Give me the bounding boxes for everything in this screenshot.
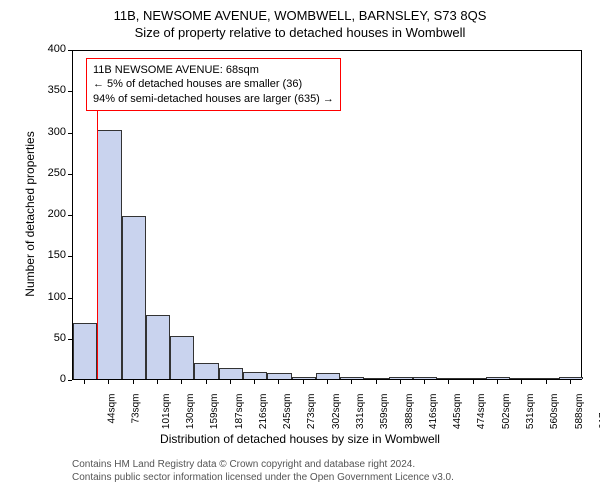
footer-text: Contains HM Land Registry data © Crown c…	[72, 458, 454, 484]
x-tick-label: 331sqm	[355, 394, 366, 430]
histogram-bar	[243, 372, 267, 379]
x-tick	[181, 380, 182, 384]
histogram-bar	[486, 377, 510, 379]
x-tick-label: 388sqm	[404, 394, 415, 430]
x-tick-label: 531sqm	[525, 394, 536, 430]
x-tick-label: 187sqm	[234, 394, 245, 430]
x-tick	[497, 380, 498, 384]
x-tick-label: 273sqm	[307, 394, 318, 430]
chart-container: 11B, NEWSOME AVENUE, WOMBWELL, BARNSLEY,…	[0, 0, 600, 500]
x-tick	[400, 380, 401, 384]
x-tick	[521, 380, 522, 384]
y-tick-label: 300	[36, 126, 66, 138]
footer-line: Contains public sector information licen…	[72, 471, 454, 484]
annotation-box: 11B NEWSOME AVENUE: 68sqm ← 5% of detach…	[86, 58, 341, 111]
histogram-bar	[73, 323, 97, 379]
x-tick	[206, 380, 207, 384]
y-tick	[68, 298, 72, 299]
x-tick	[108, 380, 109, 384]
histogram-bar	[437, 378, 461, 379]
x-tick-label: 416sqm	[428, 394, 439, 430]
histogram-bar	[389, 377, 413, 379]
x-tick-label: 159sqm	[209, 394, 220, 430]
x-tick	[327, 380, 328, 384]
x-tick-label: 44sqm	[107, 394, 118, 424]
x-tick	[230, 380, 231, 384]
x-tick-label: 245sqm	[282, 394, 293, 430]
x-tick	[278, 380, 279, 384]
histogram-bar	[267, 373, 291, 379]
histogram-bar	[219, 368, 243, 379]
y-tick	[68, 133, 72, 134]
histogram-bar	[194, 363, 218, 380]
x-tick	[133, 380, 134, 384]
x-tick	[303, 380, 304, 384]
x-tick-label: 474sqm	[477, 394, 488, 430]
x-tick-label: 130sqm	[185, 394, 196, 430]
page-title: 11B, NEWSOME AVENUE, WOMBWELL, BARNSLEY,…	[0, 0, 600, 23]
x-tick-label: 101sqm	[161, 394, 172, 430]
marker-line	[97, 90, 98, 379]
histogram-bar	[122, 216, 146, 379]
x-tick	[424, 380, 425, 384]
y-axis-label: Number of detached properties	[23, 114, 37, 314]
y-tick-label: 100	[36, 291, 66, 303]
x-tick	[84, 380, 85, 384]
x-tick-label: 445sqm	[452, 394, 463, 430]
histogram-bar	[413, 377, 437, 379]
histogram-bar	[292, 377, 316, 379]
histogram-bar	[559, 377, 583, 379]
x-tick	[546, 380, 547, 384]
histogram-bar	[316, 373, 340, 379]
y-tick	[68, 174, 72, 175]
x-tick	[157, 380, 158, 384]
y-tick-label: 200	[36, 208, 66, 220]
histogram-bar	[170, 336, 194, 379]
x-tick-label: 216sqm	[258, 394, 269, 430]
histogram-bar	[146, 315, 170, 379]
histogram-bar	[364, 378, 388, 379]
y-tick-label: 0	[36, 373, 66, 385]
y-tick	[68, 215, 72, 216]
x-tick	[473, 380, 474, 384]
y-tick	[68, 256, 72, 257]
x-tick-label: 359sqm	[379, 394, 390, 430]
x-tick-label: 588sqm	[574, 394, 585, 430]
y-tick-label: 350	[36, 84, 66, 96]
x-tick	[570, 380, 571, 384]
histogram-bar	[340, 377, 364, 379]
y-tick	[68, 380, 72, 381]
histogram-bar	[97, 130, 121, 379]
annotation-line: 11B NEWSOME AVENUE: 68sqm	[93, 63, 334, 77]
y-tick-label: 400	[36, 43, 66, 55]
x-tick-label: 560sqm	[549, 394, 560, 430]
annotation-line: ← 5% of detached houses are smaller (36)	[93, 77, 334, 91]
x-axis-label: Distribution of detached houses by size …	[0, 432, 600, 446]
x-tick-label: 73sqm	[131, 394, 142, 424]
y-tick-label: 50	[36, 332, 66, 344]
footer-line: Contains HM Land Registry data © Crown c…	[72, 458, 454, 471]
annotation-line: 94% of semi-detached houses are larger (…	[93, 92, 334, 106]
histogram-bar	[462, 378, 486, 379]
y-tick-label: 150	[36, 249, 66, 261]
histogram-bar	[510, 378, 534, 379]
x-tick	[351, 380, 352, 384]
x-tick	[254, 380, 255, 384]
y-tick	[68, 91, 72, 92]
histogram-bar	[534, 378, 558, 379]
x-tick	[448, 380, 449, 384]
page-subtitle: Size of property relative to detached ho…	[0, 23, 600, 40]
y-tick-label: 250	[36, 167, 66, 179]
x-tick-label: 302sqm	[331, 394, 342, 430]
x-tick-label: 502sqm	[501, 394, 512, 430]
y-tick	[68, 339, 72, 340]
x-tick	[376, 380, 377, 384]
y-tick	[68, 50, 72, 51]
